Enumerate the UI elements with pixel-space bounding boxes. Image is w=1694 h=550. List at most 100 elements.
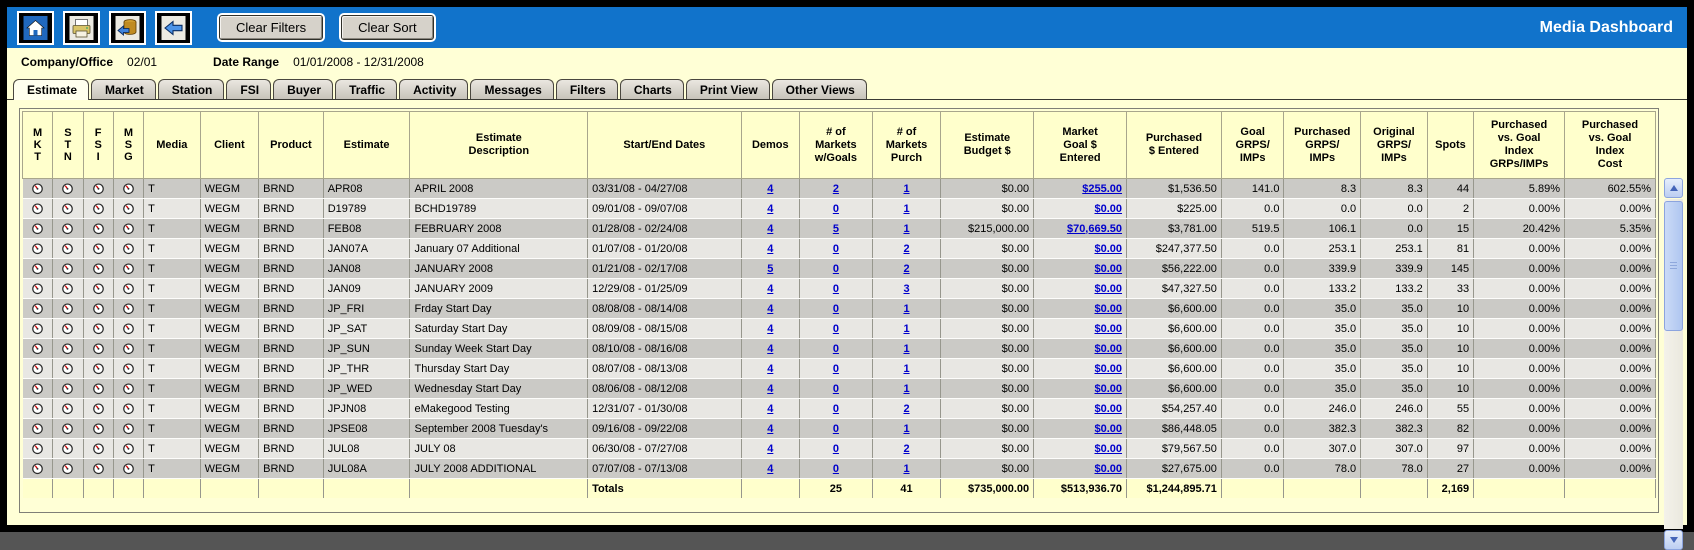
market-goal-link[interactable]: $0.00	[1094, 302, 1123, 315]
home-button[interactable]	[17, 10, 54, 45]
gauge-icon[interactable]	[122, 302, 135, 315]
column-header-demos[interactable]: Demos	[740, 111, 801, 179]
tab-filters[interactable]: Filters	[555, 79, 618, 99]
gauge-icon[interactable]	[31, 442, 44, 455]
w-goals-link[interactable]: 0	[832, 402, 839, 415]
gauge-icon[interactable]	[92, 442, 105, 455]
gauge-icon[interactable]	[61, 382, 74, 395]
demos-link[interactable]: 4	[767, 202, 774, 215]
gauge-icon[interactable]	[61, 222, 74, 235]
column-header-idx-cost[interactable]: Purchased vs. Goal Index Cost	[1564, 111, 1656, 179]
gauge-icon[interactable]	[61, 462, 74, 475]
market-goal-link[interactable]: $0.00	[1094, 462, 1123, 475]
gauge-icon[interactable]	[122, 262, 135, 275]
gauge-icon[interactable]	[122, 222, 135, 235]
column-header-description[interactable]: Estimate Description	[409, 111, 589, 179]
gauge-icon[interactable]	[61, 262, 74, 275]
market-goal-link[interactable]: $0.00	[1094, 442, 1123, 455]
column-header-mkt[interactable]: M K T	[21, 111, 54, 179]
gauge-icon[interactable]	[92, 382, 105, 395]
w-goals-link[interactable]: 0	[832, 422, 839, 435]
column-header-w-goals[interactable]: # of Markets w/Goals	[799, 111, 873, 179]
gauge-icon[interactable]	[122, 362, 135, 375]
gauge-icon[interactable]	[122, 342, 135, 355]
column-header-estimate[interactable]: Estimate	[322, 111, 411, 179]
gauge-icon[interactable]	[92, 202, 105, 215]
gauge-icon[interactable]	[122, 442, 135, 455]
gauge-icon[interactable]	[61, 182, 74, 195]
gauge-icon[interactable]	[122, 382, 135, 395]
column-header-msg[interactable]: M S G	[112, 111, 145, 179]
demos-link[interactable]: 4	[767, 242, 774, 255]
w-goals-link[interactable]: 0	[832, 362, 839, 375]
column-header-purch-grps[interactable]: Purchased GRPS/ IMPs	[1283, 111, 1362, 179]
w-goals-link[interactable]: 5	[832, 222, 839, 235]
database-back-button[interactable]	[109, 10, 146, 45]
gauge-icon[interactable]	[122, 462, 135, 475]
demos-link[interactable]: 4	[767, 422, 774, 435]
demos-link[interactable]: 4	[767, 402, 774, 415]
gauge-icon[interactable]	[61, 402, 74, 415]
purch-link[interactable]: 2	[903, 402, 910, 415]
gauge-icon[interactable]	[31, 402, 44, 415]
market-goal-link[interactable]: $0.00	[1094, 202, 1123, 215]
market-goal-link[interactable]: $255.00	[1082, 182, 1123, 195]
gauge-icon[interactable]	[61, 362, 74, 375]
gauge-icon[interactable]	[92, 402, 105, 415]
tab-print-view[interactable]: Print View	[685, 79, 770, 99]
gauge-icon[interactable]	[92, 322, 105, 335]
market-goal-link[interactable]: $0.00	[1094, 242, 1123, 255]
tab-traffic[interactable]: Traffic	[335, 79, 398, 99]
column-header-orig-grps[interactable]: Original GRPS/ IMPs	[1360, 111, 1428, 179]
column-header-stn[interactable]: S T N	[52, 111, 84, 179]
market-goal-link[interactable]: $0.00	[1094, 382, 1123, 395]
clear-sort-button[interactable]: Clear Sort	[341, 15, 434, 40]
column-header-product[interactable]: Product	[258, 111, 324, 179]
gauge-icon[interactable]	[31, 382, 44, 395]
purch-link[interactable]: 1	[903, 362, 910, 375]
scrollbar-track[interactable]	[1664, 199, 1683, 529]
gauge-icon[interactable]	[31, 302, 44, 315]
tab-market[interactable]: Market	[91, 79, 156, 99]
tab-station[interactable]: Station	[157, 79, 225, 99]
demos-link[interactable]: 4	[767, 282, 774, 295]
gauge-icon[interactable]	[122, 202, 135, 215]
demos-link[interactable]: 4	[767, 322, 774, 335]
gauge-icon[interactable]	[122, 282, 135, 295]
vertical-scrollbar[interactable]	[1664, 178, 1683, 550]
w-goals-link[interactable]: 0	[832, 442, 839, 455]
market-goal-link[interactable]: $0.00	[1094, 402, 1123, 415]
demos-link[interactable]: 4	[767, 382, 774, 395]
market-goal-link[interactable]: $0.00	[1094, 262, 1123, 275]
gauge-icon[interactable]	[31, 242, 44, 255]
tab-fsi[interactable]: FSI	[226, 79, 272, 99]
gauge-icon[interactable]	[122, 322, 135, 335]
purch-link[interactable]: 2	[903, 442, 910, 455]
w-goals-link[interactable]: 0	[832, 302, 839, 315]
w-goals-link[interactable]: 2	[832, 182, 839, 195]
gauge-icon[interactable]	[61, 442, 74, 455]
w-goals-link[interactable]: 0	[832, 282, 839, 295]
gauge-icon[interactable]	[122, 182, 135, 195]
tab-activity[interactable]: Activity	[399, 79, 469, 99]
gauge-icon[interactable]	[61, 422, 74, 435]
w-goals-link[interactable]: 0	[832, 342, 839, 355]
gauge-icon[interactable]	[92, 182, 105, 195]
demos-link[interactable]: 4	[767, 182, 774, 195]
gauge-icon[interactable]	[61, 342, 74, 355]
gauge-icon[interactable]	[61, 282, 74, 295]
gauge-icon[interactable]	[92, 262, 105, 275]
purch-link[interactable]: 1	[903, 382, 910, 395]
market-goal-link[interactable]: $0.00	[1094, 322, 1123, 335]
gauge-icon[interactable]	[31, 362, 44, 375]
gauge-icon[interactable]	[92, 242, 105, 255]
column-header-purch[interactable]: # of Markets Purch	[871, 111, 942, 179]
w-goals-link[interactable]: 0	[832, 202, 839, 215]
purch-link[interactable]: 1	[903, 462, 910, 475]
column-header-purchased[interactable]: Purchased $ Entered	[1126, 111, 1222, 179]
purch-link[interactable]: 2	[903, 242, 910, 255]
column-header-dates[interactable]: Start/End Dates	[587, 111, 742, 179]
tab-buyer[interactable]: Buyer	[273, 79, 334, 99]
gauge-icon[interactable]	[31, 422, 44, 435]
gauge-icon[interactable]	[31, 322, 44, 335]
